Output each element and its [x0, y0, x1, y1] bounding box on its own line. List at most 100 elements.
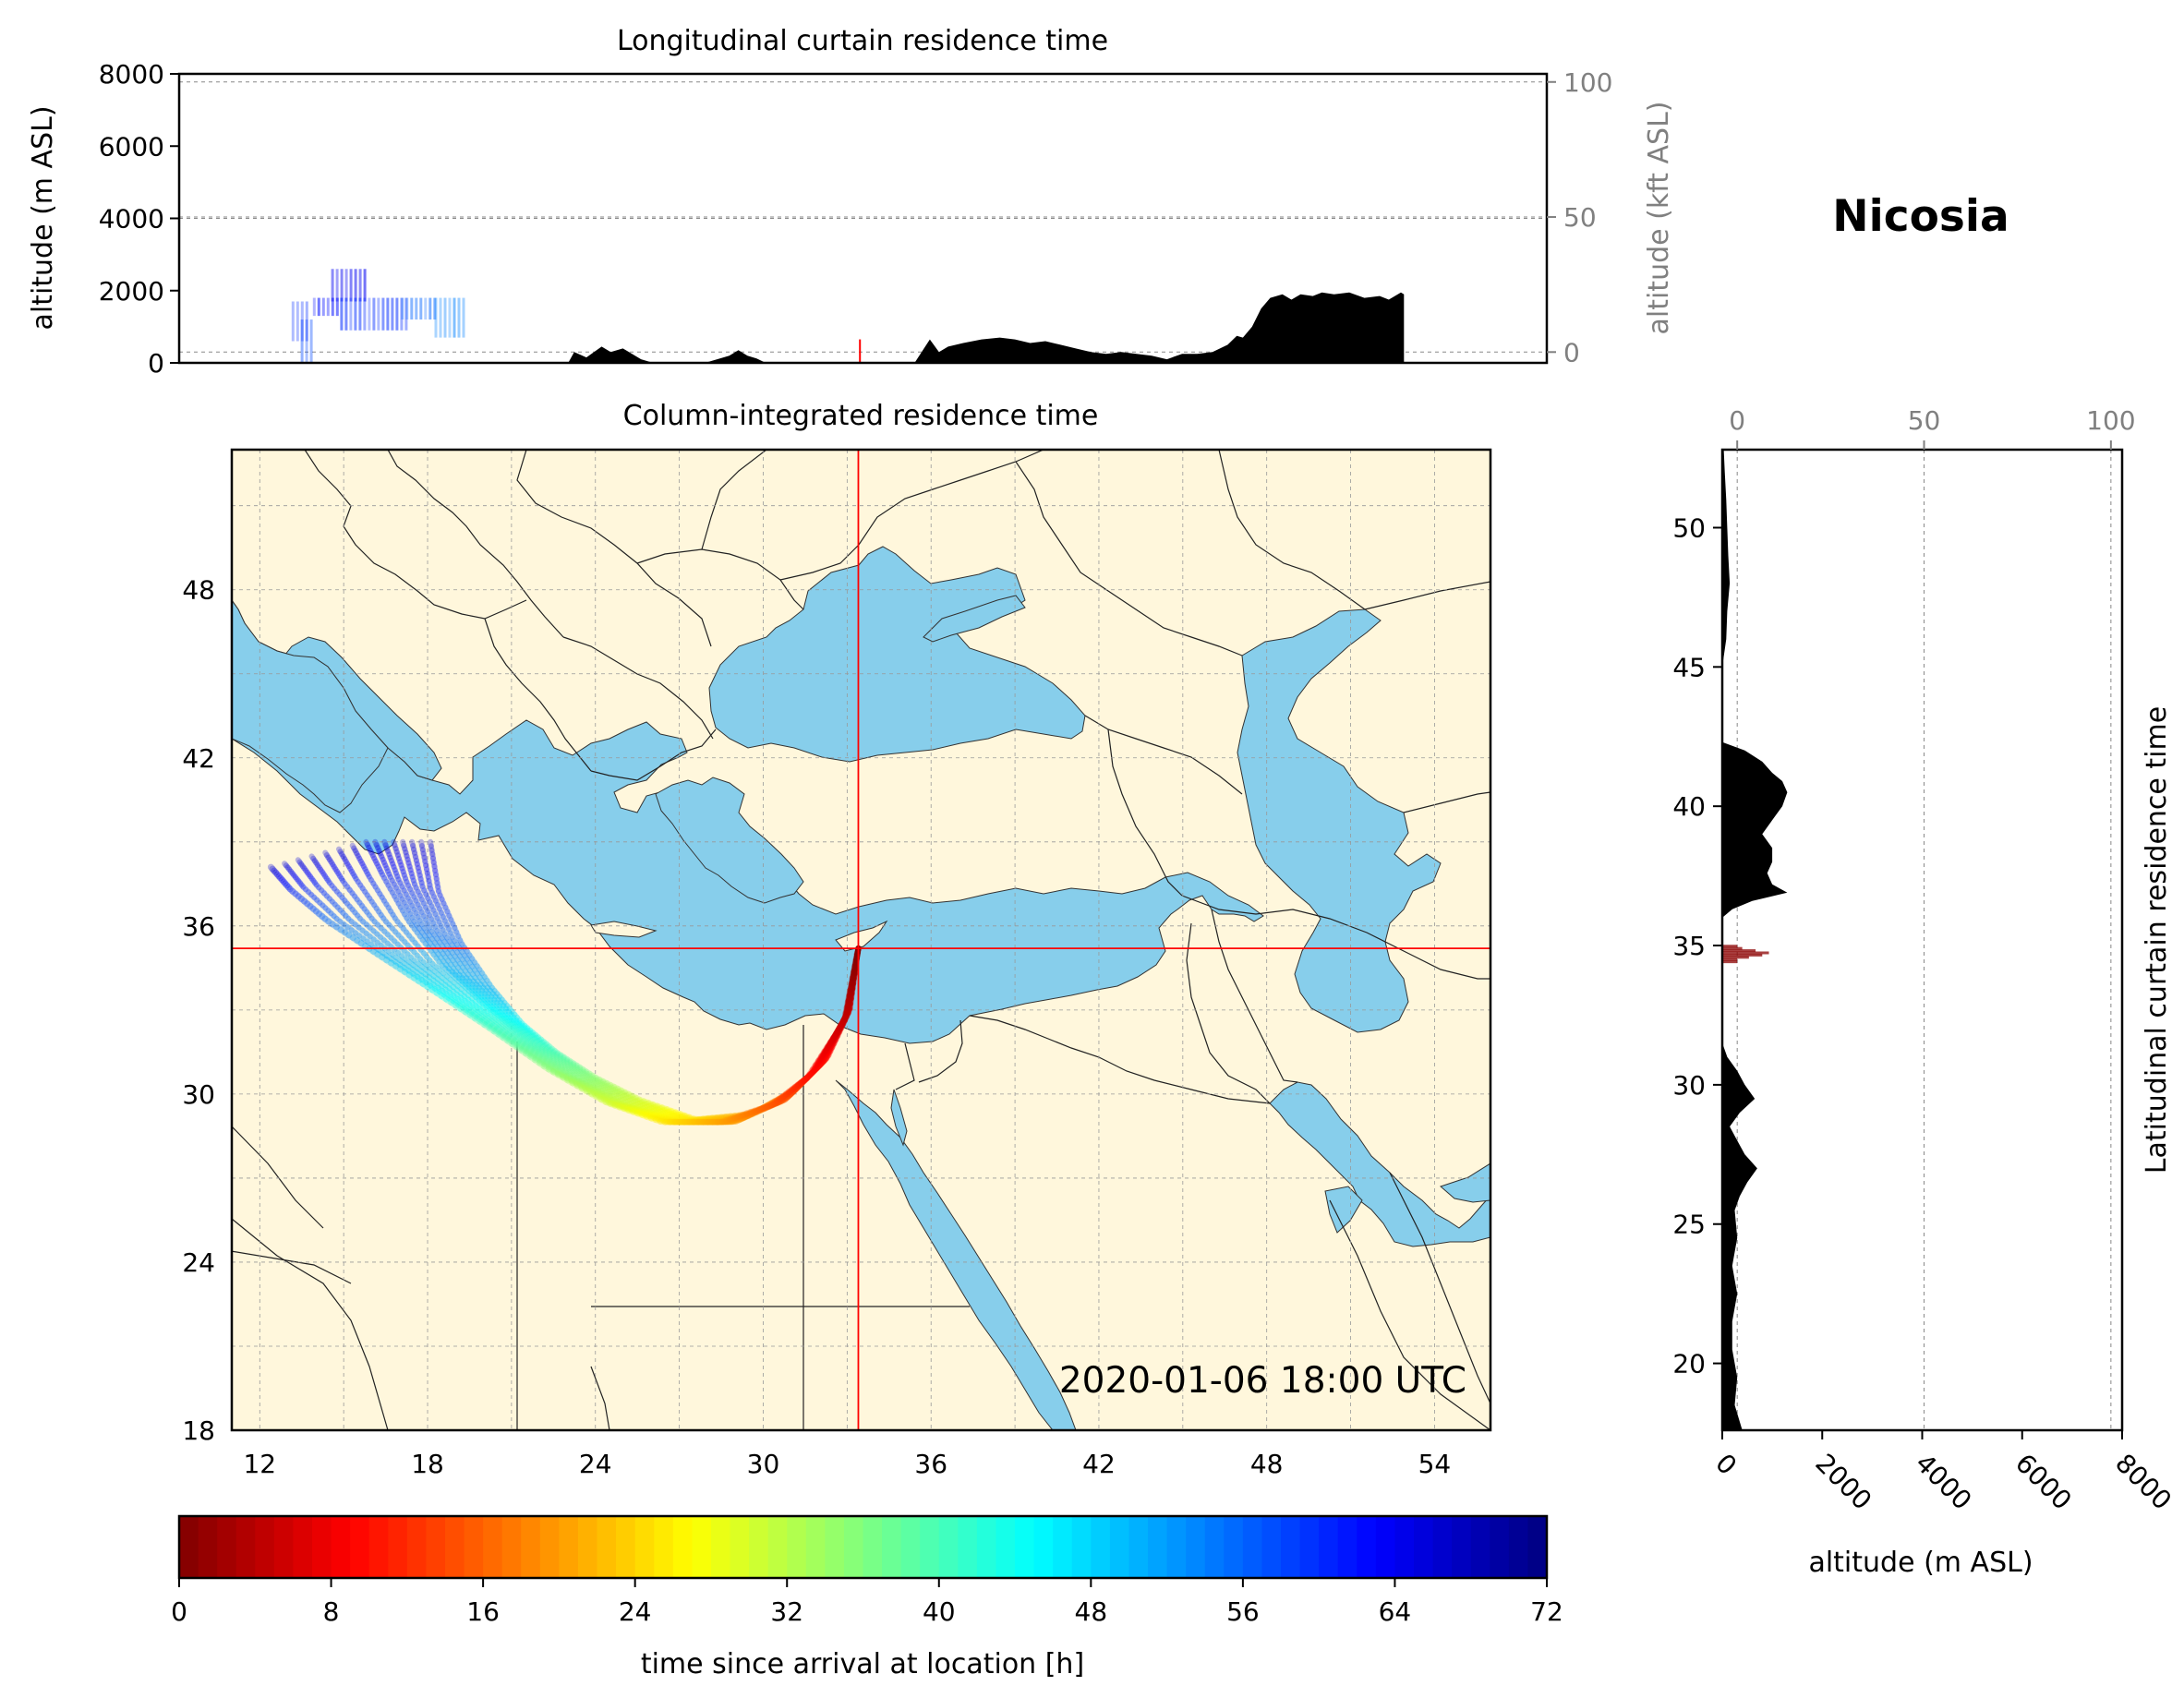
latitudinal-lat-tick-label: 35: [1672, 931, 1706, 961]
longitudinal-plume-cell: [364, 269, 367, 301]
longitudinal-plume-patch: [332, 269, 367, 301]
latitudinal-lat-tick-label: 50: [1672, 512, 1706, 543]
trajectory-segment: [412, 842, 413, 846]
longitudinal-plume-cell: [349, 298, 352, 331]
latitudinal-lat-tick-label: 45: [1672, 652, 1706, 682]
longitudinal-y-tick-label: 6000: [99, 131, 164, 162]
colorbar-step: [635, 1516, 655, 1578]
longitudinal-plume-cell: [415, 298, 417, 319]
longitudinal-plume-cell: [381, 298, 384, 331]
map-latitude-tick-label: 18: [182, 1415, 215, 1446]
colorbar-step: [1034, 1516, 1054, 1578]
latitudinal-altitude-ticks: 0 2000 4000 6000 8000: [1709, 1430, 2178, 1516]
colorbar-step: [1205, 1516, 1225, 1578]
colorbar-step: [1452, 1516, 1471, 1578]
latitudinal-altitude-tick-label: 2000: [1809, 1448, 1877, 1516]
longitudinal-y-ticks: 02000400060008000: [99, 59, 179, 379]
trajectory-segment: [375, 842, 376, 845]
longitudinal-plume-cell: [345, 269, 348, 301]
colorbar-step: [825, 1516, 844, 1578]
colorbar-step: [1376, 1516, 1395, 1578]
longitudinal-plume-cell: [449, 298, 452, 338]
longitudinal-plume-cell: [313, 298, 316, 317]
map-longitude-tick-label: 24: [579, 1449, 612, 1479]
trajectory-segment: [312, 856, 314, 858]
colorbar-tick-label: 48: [1075, 1596, 1108, 1627]
longitudinal-plume-cell: [292, 301, 295, 341]
longitudinal-plume-cell: [440, 298, 442, 338]
colorbar-step: [407, 1516, 427, 1578]
trajectory-segment: [353, 846, 355, 849]
latitudinal-altitude-tick-label: 4000: [1910, 1448, 1978, 1516]
map-longitude-tick-label: 48: [1250, 1449, 1284, 1479]
colorbar-step: [578, 1516, 597, 1578]
longitudinal-plume-cell: [318, 298, 320, 317]
longitudinal-plume-cell: [354, 298, 356, 331]
colorbar-tick-label: 40: [923, 1596, 956, 1627]
colorbar-step: [1261, 1516, 1281, 1578]
colorbar-step: [465, 1516, 484, 1578]
latitudinal-panel: 20253035404550 0 2000 4000 6000 8000 0 50 100 …: [1672, 405, 2178, 1579]
longitudinal-plume-cell: [453, 298, 456, 338]
longitudinal-plume-cell: [444, 298, 447, 338]
latitudinal-altitude-tick-label: 8000: [2109, 1448, 2178, 1516]
longitudinal-plume-patch: [401, 298, 436, 319]
colorbar-step: [882, 1516, 901, 1578]
colorbar-tick-label: 24: [619, 1596, 652, 1627]
colorbar-step: [920, 1516, 939, 1578]
colorbar-step: [1471, 1516, 1490, 1578]
colorbar-step: [540, 1516, 560, 1578]
colorbar-step: [768, 1516, 788, 1578]
latitudinal-axes-frame: [1722, 450, 2122, 1430]
trajectory-segment: [298, 860, 300, 861]
colorbar-step: [597, 1516, 617, 1578]
colorbar-step: [1338, 1516, 1357, 1578]
longitudinal-plume-cell: [341, 269, 344, 301]
longitudinal-y-tick-label: 8000: [99, 59, 164, 90]
colorbar-step: [749, 1516, 768, 1578]
longitudinal-plume-cell: [405, 298, 408, 319]
colorbar: 0 8 16 24 32 40 48 56 64 72 time since arrival at…: [171, 1516, 1563, 1680]
trajectory-segment: [325, 853, 327, 856]
timestamp-label: 2020-01-06 18:00 UTC: [1059, 1360, 1466, 1402]
longitudinal-plume-cell: [419, 298, 422, 319]
longitudinal-plume-cell: [391, 298, 393, 331]
longitudinal-plume-cell: [435, 298, 438, 338]
colorbar-step: [863, 1516, 883, 1578]
longitudinal-plume-cell: [363, 298, 366, 331]
colorbar-tick-label: 0: [171, 1596, 187, 1627]
trajectory-segment: [393, 842, 394, 846]
map-latitude-tick-label: 24: [182, 1247, 215, 1278]
longitudinal-panel: Longitudinal curtain residence time 0200…: [27, 25, 1675, 379]
colorbar-step: [1433, 1516, 1453, 1578]
latitudinal-kft-tick-label: 100: [2086, 405, 2135, 436]
longitudinal-plume: [292, 269, 465, 363]
longitudinal-plume-patch: [435, 298, 465, 338]
longitudinal-plume-cell: [386, 298, 389, 331]
colorbar-step: [711, 1516, 730, 1578]
colorbar-step: [1015, 1516, 1034, 1578]
longitudinal-plume-cell: [332, 269, 334, 301]
longitudinal-plume-cell: [424, 298, 427, 319]
longitudinal-kft-tick-label: 100: [1563, 67, 1612, 98]
latitudinal-terrain: [1722, 450, 1787, 1430]
longitudinal-plume-cell: [350, 269, 353, 301]
colorbar-step: [312, 1516, 332, 1578]
colorbar-step: [332, 1516, 351, 1578]
longitudinal-plume-cell: [463, 298, 465, 338]
colorbar-step: [1414, 1516, 1433, 1578]
trajectory-segment: [366, 842, 368, 845]
colorbar-ticks: 0 8 16 24 32 40 48 56 64 72: [171, 1578, 1563, 1627]
colorbar-step: [293, 1516, 312, 1578]
map-longitude-ticks: 12 18 24 30 36 42 48 54: [243, 1449, 1451, 1479]
map-title: Column-integrated residence time: [623, 400, 1099, 432]
colorbar-step: [445, 1516, 465, 1578]
trajectory-segment: [430, 842, 431, 846]
longitudinal-plume-cell: [410, 298, 413, 319]
longitudinal-plume-cell: [301, 301, 304, 341]
colorbar-step: [502, 1516, 522, 1578]
map-latitude-tick-label: 42: [182, 743, 215, 774]
longitudinal-plume-cell: [340, 298, 343, 331]
map-longitude-tick-label: 42: [1082, 1449, 1116, 1479]
colorbar-step: [1110, 1516, 1129, 1578]
